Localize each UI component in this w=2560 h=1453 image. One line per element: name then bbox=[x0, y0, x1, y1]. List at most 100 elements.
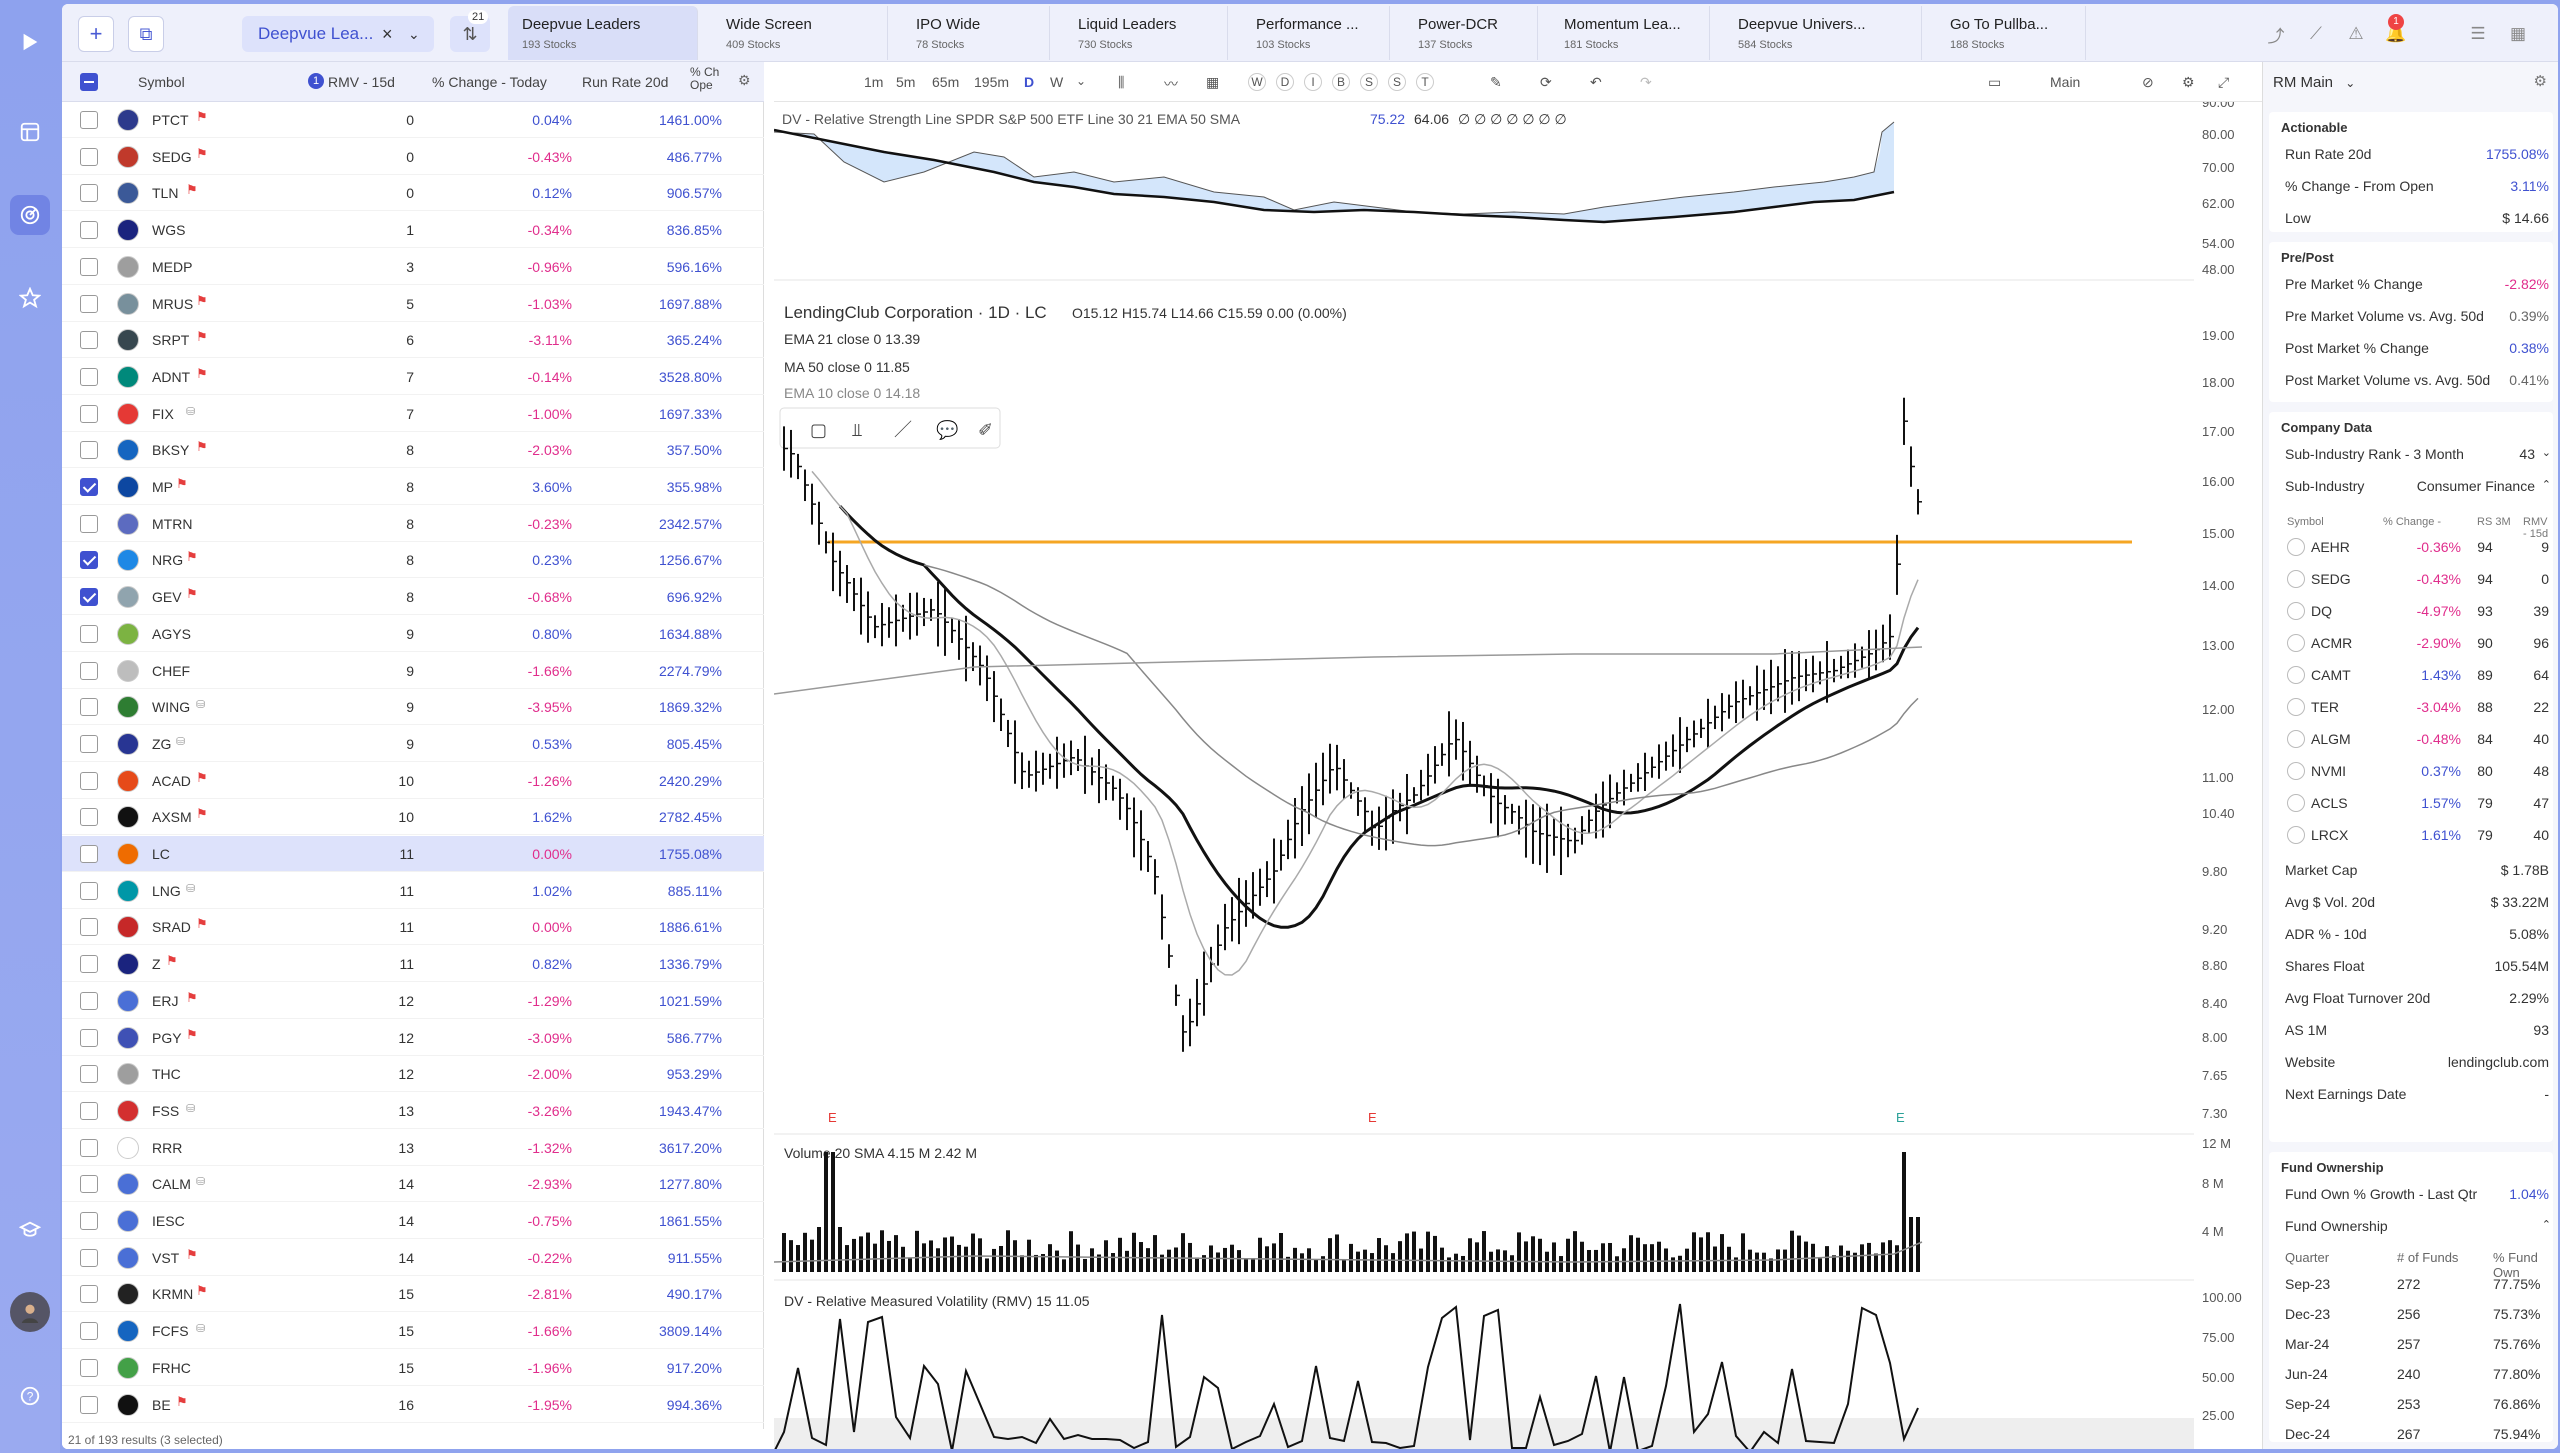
row-checkbox[interactable] bbox=[80, 845, 98, 863]
row-checkbox[interactable] bbox=[80, 1028, 98, 1047]
pencil-icon[interactable]: ✎ bbox=[1490, 74, 1502, 90]
row-checkbox[interactable] bbox=[80, 588, 98, 607]
watchlist-select[interactable]: Deepvue Lea... × ⌄ bbox=[242, 16, 434, 52]
row-checkbox[interactable] bbox=[80, 808, 98, 827]
flag-icon[interactable]: ⚑ bbox=[186, 586, 198, 602]
table-row[interactable]: ZG ⛁ 9 0.53% 805.45% bbox=[62, 726, 764, 762]
chevron-down-icon[interactable]: ⌄ bbox=[408, 25, 420, 42]
row-checkbox[interactable] bbox=[80, 1138, 98, 1157]
row-checkbox[interactable] bbox=[80, 918, 98, 937]
layout-icon[interactable]: ▭ bbox=[1988, 74, 2002, 90]
drawing-tool-icon[interactable]: ▢ bbox=[810, 420, 827, 441]
gear-icon[interactable]: ⚙ bbox=[738, 72, 751, 88]
grid-view-icon[interactable]: ▦ bbox=[2509, 24, 2527, 43]
table-row[interactable]: SRAD ⚑ 11 0.00% 1886.61% bbox=[62, 909, 764, 946]
table-row[interactable]: MTRN 8 -0.23% 2342.57% bbox=[62, 506, 764, 542]
line-chart-icon[interactable]: ⟋ bbox=[2310, 24, 2322, 43]
row-checkbox[interactable] bbox=[80, 955, 98, 974]
table-row[interactable]: MEDP 3 -0.96% 596.16% bbox=[62, 249, 764, 285]
radar-icon[interactable] bbox=[10, 195, 50, 235]
subindustry-row[interactable]: ALGM -0.48% 84 40 bbox=[2285, 724, 2555, 754]
flag-icon[interactable]: ⚑ bbox=[196, 109, 208, 124]
chevron-down-icon[interactable]: ⌄ bbox=[2541, 447, 2551, 459]
indicator-toggle[interactable]: S bbox=[1388, 73, 1406, 91]
flag-icon[interactable]: ⚑ bbox=[186, 1246, 198, 1262]
indicator-toggle[interactable]: I bbox=[1304, 73, 1322, 91]
row-checkbox[interactable] bbox=[80, 111, 98, 129]
subindustry-row[interactable]: SEDG -0.43% 94 0 bbox=[2285, 564, 2555, 594]
table-row[interactable]: LC 11 0.00% 1755.08% bbox=[62, 836, 764, 872]
earnings-marker[interactable]: E bbox=[1368, 1110, 1377, 1125]
table-row[interactable]: BKSY ⚑ 8 -2.03% 357.50% bbox=[62, 432, 764, 469]
indicator-toggle[interactable]: D bbox=[1276, 73, 1294, 91]
indicator-icon[interactable]: 〰 bbox=[1164, 76, 1178, 92]
run-rate-header[interactable]: Run Rate 20d bbox=[582, 74, 669, 90]
table-row[interactable]: TLN ⚑ 0 0.12% 906.57% bbox=[62, 175, 764, 212]
subindustry-row[interactable]: LRCX 1.61% 79 40 bbox=[2285, 820, 2555, 850]
timeframe-button[interactable]: 195m bbox=[974, 74, 1010, 90]
table-row[interactable]: IESC 14 -0.75% 1861.55% bbox=[62, 1203, 764, 1239]
table-row[interactable]: GEV ⚑ 8 -0.68% 696.92% bbox=[62, 579, 764, 616]
flag-icon[interactable]: ⚑ bbox=[186, 549, 198, 565]
zoom-icon[interactable]: ⊘ bbox=[2142, 74, 2154, 90]
chevron-up-icon[interactable]: ⌃ bbox=[2541, 479, 2551, 491]
subindustry-row[interactable]: NVMI 0.37% 80 48 bbox=[2285, 756, 2555, 786]
row-checkbox[interactable] bbox=[80, 404, 98, 423]
grid-icon[interactable]: ▦ bbox=[1206, 74, 1220, 90]
table-row[interactable]: NRG ⚑ 8 0.23% 1256.67% bbox=[62, 542, 764, 579]
table-row[interactable]: PTCT ⚑ 0 0.04% 1461.00% bbox=[62, 102, 764, 138]
flag-icon[interactable]: ⚑ bbox=[176, 476, 188, 491]
row-checkbox[interactable] bbox=[80, 698, 98, 717]
table-row[interactable]: THC 12 -2.00% 953.29% bbox=[62, 1056, 764, 1093]
row-checkbox[interactable] bbox=[80, 624, 98, 643]
fullscreen-icon[interactable]: ⤢ bbox=[2218, 74, 2230, 90]
row-checkbox[interactable] bbox=[80, 1065, 98, 1084]
table-row[interactable]: SEDG ⚑ 0 -0.43% 486.77% bbox=[62, 139, 764, 175]
flag-icon[interactable]: ⚑ bbox=[176, 1393, 188, 1409]
timeframe-button[interactable]: 65m bbox=[932, 74, 960, 90]
row-checkbox[interactable] bbox=[80, 771, 98, 790]
flag-icon[interactable]: ⚑ bbox=[196, 292, 208, 308]
clear-icon[interactable]: × bbox=[382, 23, 393, 44]
timeframe-button[interactable]: D bbox=[1024, 74, 1035, 90]
tab-watchlist[interactable]: Liquid Leaders 730 Stocks bbox=[1064, 6, 1228, 60]
row-checkbox[interactable] bbox=[80, 1322, 98, 1341]
table-row[interactable]: SRPT ⚑ 6 -3.11% 365.24% bbox=[62, 322, 764, 359]
table-row[interactable]: BE ⚑ 16 -1.95% 994.36% bbox=[62, 1387, 764, 1423]
pct-change-header[interactable]: % Change - Today bbox=[432, 74, 547, 90]
metric-value[interactable]: lendingclub.com bbox=[2447, 1054, 2549, 1070]
row-checkbox[interactable] bbox=[80, 1395, 98, 1414]
timeframe-button[interactable]: W bbox=[1050, 74, 1064, 90]
row-checkbox[interactable] bbox=[80, 1358, 98, 1377]
subindustry-row[interactable]: CAMT 1.43% 89 64 bbox=[2285, 660, 2555, 690]
drawing-tool-icon[interactable]: ✐ bbox=[978, 420, 993, 441]
row-checkbox[interactable] bbox=[80, 734, 98, 753]
flag-icon[interactable]: ⚑ bbox=[196, 1283, 208, 1299]
indicator-toggle[interactable]: W bbox=[1248, 73, 1266, 91]
earnings-marker[interactable]: E bbox=[1896, 1110, 1905, 1125]
subindustry-row[interactable]: ACLS 1.57% 79 47 bbox=[2285, 788, 2555, 818]
table-row[interactable]: VST ⚑ 14 -0.22% 911.55% bbox=[62, 1240, 764, 1276]
table-row[interactable]: FRHC 15 -1.96% 917.20% bbox=[62, 1350, 764, 1386]
rmv-header[interactable]: RMV - 15d bbox=[328, 74, 395, 90]
flag-icon[interactable]: ⚑ bbox=[196, 145, 208, 161]
undo-icon[interactable]: ↶ bbox=[1590, 74, 1602, 90]
table-row[interactable]: AGYS 9 0.80% 1634.88% bbox=[62, 616, 764, 652]
table-row[interactable]: PGY ⚑ 12 -3.09% 586.77% bbox=[62, 1020, 764, 1056]
row-checkbox[interactable] bbox=[80, 661, 98, 680]
drawing-tool-icon[interactable]: ／ bbox=[894, 420, 912, 441]
drawing-tool-icon[interactable]: ⫫ bbox=[852, 420, 862, 441]
flag-icon[interactable]: ⚑ bbox=[186, 182, 198, 198]
table-row[interactable]: LNG ⛁ 11 1.02% 885.11% bbox=[62, 873, 764, 909]
indicator-toggle[interactable]: B bbox=[1332, 73, 1350, 91]
chevron-down-icon[interactable]: ⌄ bbox=[2345, 76, 2356, 90]
row-checkbox[interactable] bbox=[80, 1248, 98, 1267]
subindustry-row[interactable]: AEHR -0.36% 94 9 bbox=[2285, 532, 2555, 562]
row-checkbox[interactable] bbox=[80, 367, 98, 386]
gear-icon[interactable]: ⚙ bbox=[2533, 73, 2547, 90]
timeframe-button[interactable]: 5m bbox=[896, 74, 916, 90]
table-row[interactable]: WGS 1 -0.34% 836.85% bbox=[62, 212, 764, 249]
timeframe-button[interactable]: 1m bbox=[864, 74, 884, 90]
table-row[interactable]: WING ⛁ 9 -3.95% 1869.32% bbox=[62, 689, 764, 726]
dashboard-icon[interactable] bbox=[10, 112, 50, 152]
